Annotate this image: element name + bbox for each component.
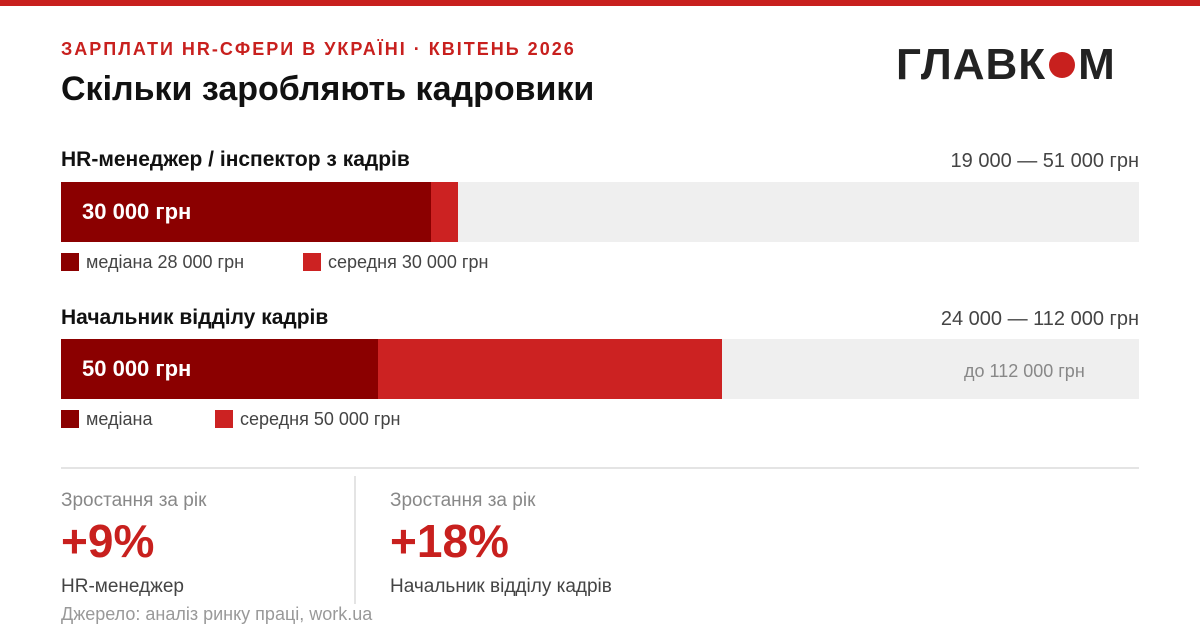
kicker: ЗАРПЛАТИ HR-СФЕРИ В УКРАЇНІ · КВІТЕНЬ 20… xyxy=(61,39,576,59)
legend-swatch xyxy=(303,253,321,271)
bar-max-label: до 112 000 грн xyxy=(964,361,1085,381)
legend-swatch xyxy=(61,410,79,428)
legend-label: медіана 28 000 грн xyxy=(86,251,245,272)
bar-track: 50 000 грн до 112 000 грн xyxy=(61,339,1139,399)
legend-label: медіана xyxy=(86,408,153,429)
brand-logo[interactable]: ГЛАВК М xyxy=(896,40,1116,89)
legend-label: середня 30 000 грн xyxy=(328,251,489,272)
legend-item-median: медіана xyxy=(61,409,152,429)
bar-median-segment xyxy=(61,182,431,242)
logo-text-right: М xyxy=(1078,40,1116,89)
stat-value: +9% xyxy=(61,515,155,567)
stat-card: Зростання за рік +18% Начальник відділу … xyxy=(390,490,612,598)
bar-label: Начальник відділу кадрів xyxy=(61,306,329,329)
logo-wordmark: ГЛАВК М xyxy=(896,40,1116,89)
stat-subtitle: HR-менеджер xyxy=(61,576,184,597)
source-note: Джерело: аналіз ринку праці, work.ua xyxy=(61,604,373,624)
legend-item-median: медіана 28 000 грн xyxy=(61,252,244,272)
logo-dot-icon xyxy=(1049,52,1076,78)
legend-label: середня 50 000 грн xyxy=(240,408,401,429)
legend-swatch xyxy=(215,410,233,428)
bar-track: 30 000 грн xyxy=(61,182,1139,242)
legend-item-average: середня 30 000 грн xyxy=(303,252,488,272)
stat-subtitle: Начальник відділу кадрів xyxy=(390,576,612,597)
stat-label: Зростання за рік xyxy=(61,490,207,511)
stat-label: Зростання за рік xyxy=(390,490,536,511)
stat-value: +18% xyxy=(390,515,509,567)
legend-item-average: середня 50 000 грн xyxy=(215,409,400,429)
stat-card: Зростання за рік +9% HR-менеджер xyxy=(61,490,206,598)
bar-value-label: 30 000 грн xyxy=(82,199,192,224)
logo-text-left: ГЛАВК xyxy=(896,40,1047,89)
stats-divider xyxy=(354,476,356,604)
bar-median-segment xyxy=(61,339,378,399)
bar-range: 19 000 — 51 000 грн xyxy=(950,150,1139,172)
top-accent-bar xyxy=(0,0,1200,6)
page-title: Скільки заробляють кадровики xyxy=(61,70,595,108)
legend-swatch xyxy=(61,253,79,271)
bar-label: HR-менеджер / інспектор з кадрів xyxy=(61,148,410,171)
bar-range: 24 000 — 112 000 грн xyxy=(940,308,1139,330)
bar-value-label: 50 000 грн xyxy=(82,356,192,381)
section-divider xyxy=(61,467,1139,469)
